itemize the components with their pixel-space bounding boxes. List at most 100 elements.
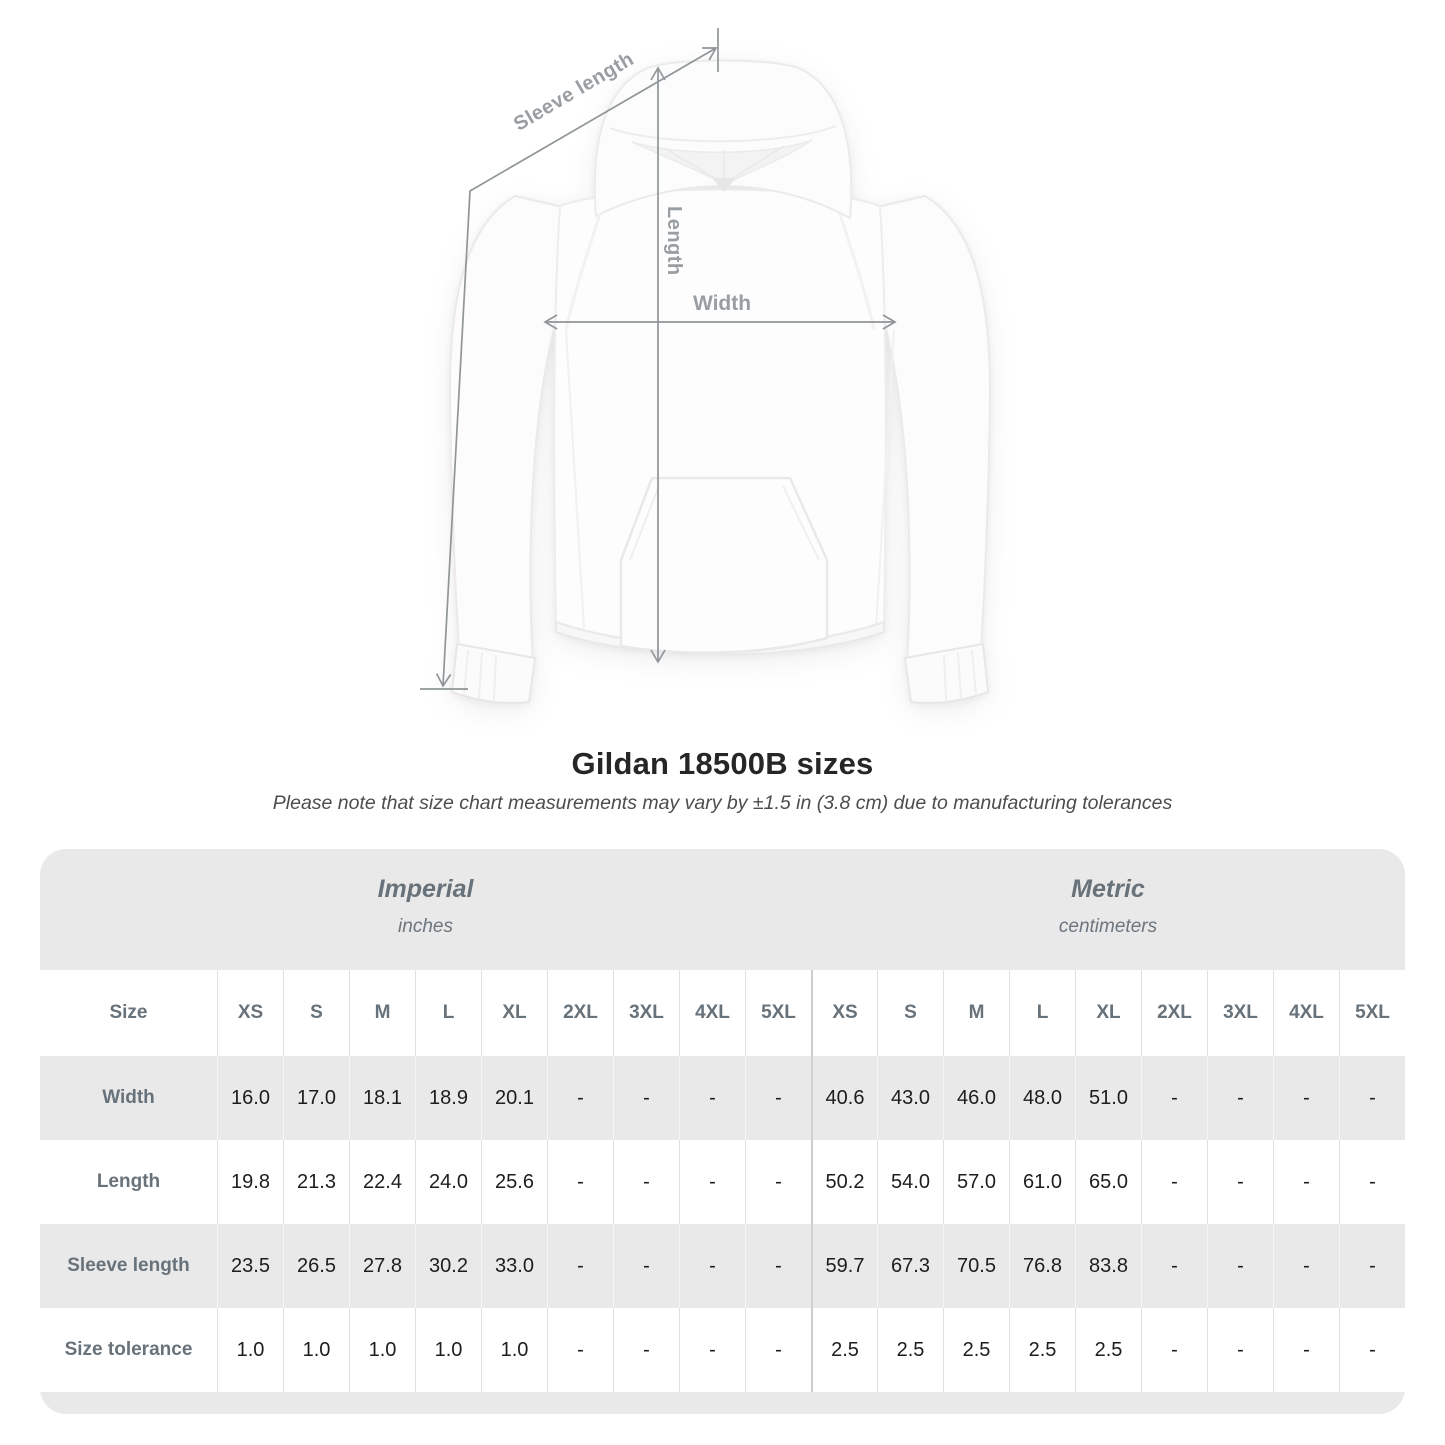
size-column-header: XL	[481, 970, 547, 1056]
table-cell: -	[745, 1224, 811, 1308]
table-cell: -	[1339, 1308, 1405, 1392]
hoodie-left-cuff	[450, 642, 537, 704]
table-cell: 25.6	[481, 1140, 547, 1224]
table-cell: 67.3	[877, 1224, 943, 1308]
table-cell: 57.0	[943, 1140, 1009, 1224]
size-column-header: L	[1009, 970, 1075, 1056]
table-cell: 27.8	[349, 1224, 415, 1308]
table-cell: 65.0	[1075, 1140, 1141, 1224]
table-cell: 19.8	[217, 1140, 283, 1224]
size-table: Imperial inches Metric centimeters Size X…	[40, 849, 1405, 1414]
size-column-header: 2XL	[547, 970, 613, 1056]
table-cell: 23.5	[217, 1224, 283, 1308]
table-cell: -	[1207, 1308, 1273, 1392]
table-cell: -	[1141, 1056, 1207, 1140]
size-column-header: XS	[811, 970, 877, 1056]
table-cell: -	[547, 1056, 613, 1140]
table-cell: 46.0	[943, 1056, 1009, 1140]
hood-lining	[631, 139, 813, 185]
table-cell: -	[745, 1140, 811, 1224]
table-cell: -	[1273, 1224, 1339, 1308]
unit-group-metric: Metric centimeters	[811, 875, 1405, 938]
table-cell: -	[1141, 1140, 1207, 1224]
table-cell: -	[1339, 1140, 1405, 1224]
table-cell: -	[745, 1056, 811, 1140]
hoodie-pocket	[619, 476, 829, 654]
table-cell: 33.0	[481, 1224, 547, 1308]
table-cell: -	[613, 1224, 679, 1308]
table-cell: -	[1273, 1140, 1339, 1224]
hoodie-right-cuff	[903, 642, 990, 704]
page-title: Gildan 18500B sizes	[571, 746, 874, 781]
table-cell: -	[679, 1056, 745, 1140]
size-column-header: 4XL	[679, 970, 745, 1056]
table-cell: -	[1141, 1308, 1207, 1392]
measurement-arrows	[420, 28, 897, 690]
metric-unit: centimeters	[1058, 916, 1158, 937]
right-cuff-ribbing	[943, 649, 977, 701]
size-column-header: XS	[217, 970, 283, 1056]
row-label: Size tolerance	[40, 1308, 217, 1392]
size-column-header: 2XL	[1141, 970, 1207, 1056]
table-cell: 1.0	[415, 1308, 481, 1392]
table-cell: 2.5	[1075, 1308, 1141, 1392]
table-cell: -	[547, 1140, 613, 1224]
row-label: Width	[40, 1056, 217, 1140]
hoodie-size-diagram: Sleeve length Length Width	[420, 28, 992, 704]
table-cell: 22.4	[349, 1140, 415, 1224]
page-subtitle: Please note that size chart measurements…	[272, 792, 1173, 814]
metric-heading: Metric	[1071, 875, 1145, 903]
size-column-header: 4XL	[1273, 970, 1339, 1056]
size-column-header: M	[943, 970, 1009, 1056]
size-column-header: 3XL	[613, 970, 679, 1056]
unit-group-imperial: Imperial inches	[40, 875, 811, 938]
unit-band: Imperial inches Metric centimeters	[40, 849, 1405, 970]
table-cell: 17.0	[283, 1056, 349, 1140]
hood-v-notch	[712, 178, 736, 192]
left-cuff-ribbing	[463, 649, 497, 701]
table-cell: -	[679, 1224, 745, 1308]
row-label: Sleeve length	[40, 1224, 217, 1308]
table-cell: 2.5	[811, 1308, 877, 1392]
table-cell: 40.6	[811, 1056, 877, 1140]
table-cell: -	[613, 1140, 679, 1224]
hood-lining-seams	[663, 145, 785, 182]
table-cell: 76.8	[1009, 1224, 1075, 1308]
imperial-unit: inches	[398, 916, 453, 937]
table-cell: 26.5	[283, 1224, 349, 1308]
table-cell: -	[679, 1140, 745, 1224]
table-cell: 50.2	[811, 1140, 877, 1224]
size-column-header: L	[415, 970, 481, 1056]
table-cell: -	[1207, 1056, 1273, 1140]
table-cell: -	[1273, 1056, 1339, 1140]
table-cell: 21.3	[283, 1140, 349, 1224]
hoodie-hood	[593, 59, 853, 220]
length-arrow	[650, 66, 666, 664]
table-cell: -	[679, 1308, 745, 1392]
table-cell: 51.0	[1075, 1056, 1141, 1140]
table-cell: 2.5	[943, 1308, 1009, 1392]
size-column-header: 3XL	[1207, 970, 1273, 1056]
table-cell: -	[1273, 1308, 1339, 1392]
table-cell: 24.0	[415, 1140, 481, 1224]
table-cell: 48.0	[1009, 1056, 1075, 1140]
width-label: Width	[693, 292, 751, 315]
hood-rim	[609, 125, 837, 143]
row-label: Length	[40, 1140, 217, 1224]
size-column-header: S	[877, 970, 943, 1056]
pocket-stitching	[629, 485, 820, 561]
table-cell: 20.1	[481, 1056, 547, 1140]
size-column-header: 5XL	[1339, 970, 1405, 1056]
table-cell: -	[1339, 1224, 1405, 1308]
table-cell: 2.5	[877, 1308, 943, 1392]
size-header-cell: Size	[40, 970, 217, 1056]
width-arrow	[543, 314, 897, 330]
table-cell: 18.9	[415, 1056, 481, 1140]
size-grid: Size XS S M L XL 2XL 3XL 4XL 5XL XS S M L XL 2XL 3XL 4XL 5…	[40, 970, 1405, 1392]
table-cell: 61.0	[1009, 1140, 1075, 1224]
table-cell: -	[1339, 1056, 1405, 1140]
size-column-header: 5XL	[745, 970, 811, 1056]
table-cell: 43.0	[877, 1056, 943, 1140]
table-cell: 30.2	[415, 1224, 481, 1308]
table-cell: 54.0	[877, 1140, 943, 1224]
